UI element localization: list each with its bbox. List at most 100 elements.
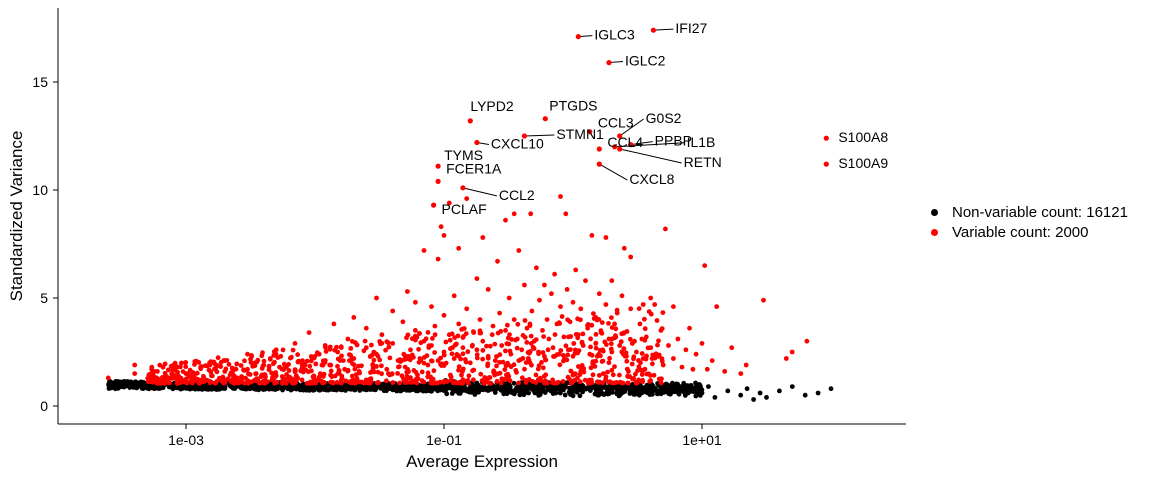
variable-point	[529, 308, 535, 314]
variable-point	[588, 380, 594, 385]
variable-point	[590, 372, 596, 378]
non-variable-point	[611, 385, 617, 390]
variable-point	[448, 374, 454, 380]
variable-point	[379, 332, 385, 338]
variable-point	[267, 356, 273, 361]
variable-point	[587, 351, 593, 357]
variable-point	[395, 358, 401, 363]
variable-point	[351, 315, 357, 320]
variable-point	[460, 335, 466, 340]
variable-point	[460, 377, 466, 383]
variable-point	[198, 377, 204, 383]
variable-point	[463, 359, 469, 365]
variable-point	[447, 337, 453, 343]
non-variable-point	[247, 386, 253, 392]
variable-point	[252, 363, 258, 369]
non-variable-point	[386, 381, 392, 387]
variable-point	[175, 380, 181, 386]
variable-point	[222, 369, 228, 374]
non-variable-point	[606, 387, 612, 392]
variable-point	[655, 342, 660, 348]
variable-point	[347, 352, 352, 357]
variable-point	[551, 380, 557, 386]
variable-point	[451, 356, 457, 361]
variable-point	[399, 373, 405, 379]
variable-point	[369, 352, 375, 358]
variable-point	[455, 333, 461, 339]
variable-point	[432, 323, 438, 329]
labeled-gene-point	[575, 34, 581, 40]
non-variable-point	[294, 386, 299, 392]
variable-point	[450, 345, 455, 350]
variable-point	[556, 351, 562, 357]
variable-point	[222, 379, 228, 384]
variable-point	[171, 375, 176, 381]
variable-point	[405, 289, 410, 294]
variable-point	[385, 340, 391, 346]
variable-point	[603, 302, 609, 307]
variable-point	[226, 362, 232, 367]
variable-point	[155, 379, 160, 385]
variable-point	[507, 378, 513, 384]
variable-point	[328, 368, 334, 374]
non-variable-point	[505, 381, 510, 387]
variable-point	[609, 325, 615, 330]
variable-point	[238, 363, 244, 368]
variable-point	[514, 345, 520, 351]
variable-point	[511, 211, 517, 217]
variable-point	[194, 370, 200, 376]
non-variable-point	[453, 386, 458, 392]
labeled-gene-point	[650, 27, 657, 33]
variable-point	[456, 245, 462, 251]
non-variable-point	[428, 388, 434, 394]
variable-point	[627, 336, 633, 342]
variable-point	[296, 358, 301, 364]
non-variable-point	[706, 384, 711, 389]
y-axis-ticks: 0 5 10 15	[32, 74, 58, 414]
variable-point	[337, 358, 343, 363]
variable-point	[160, 380, 165, 386]
variable-point	[329, 374, 335, 380]
non-variable-point	[317, 387, 323, 393]
variable-point	[528, 211, 534, 217]
variable-point	[327, 344, 333, 350]
legend-label-variable: Variable count: 2000	[952, 223, 1089, 241]
non-variable-point	[828, 386, 834, 392]
variable-point	[629, 361, 635, 367]
non-variable-point	[488, 387, 493, 392]
variable-point	[564, 287, 570, 292]
variable-point	[515, 321, 521, 327]
variable-point	[637, 321, 643, 327]
variable-point	[557, 362, 563, 368]
variable-point	[405, 354, 411, 359]
variable-point	[293, 378, 299, 383]
non-variable-point	[478, 387, 484, 392]
non-variable-point	[185, 385, 191, 391]
gene-label: FCER1A	[446, 160, 502, 176]
variable-point	[177, 364, 183, 370]
variable-point	[540, 350, 546, 355]
variable-point	[421, 338, 427, 344]
non-variable-point	[570, 386, 575, 391]
variable-point	[633, 380, 639, 386]
variable-point	[314, 350, 320, 356]
non-variable-point	[210, 385, 216, 391]
variable-point	[603, 377, 608, 382]
non-variable-point	[685, 390, 691, 396]
non-variable-point	[116, 380, 121, 386]
variable-point	[544, 317, 550, 322]
labeled-gene-point	[617, 146, 623, 152]
non-variable-point	[557, 390, 563, 396]
variable-point	[504, 372, 509, 378]
variable-point	[421, 379, 427, 385]
variable-point	[693, 351, 699, 357]
variable-point	[583, 278, 588, 284]
variable-point	[474, 276, 480, 281]
variable-point	[273, 347, 279, 353]
variable-point	[702, 263, 708, 268]
variable-point	[559, 314, 565, 319]
variable-point	[247, 372, 253, 377]
variable-point	[636, 306, 642, 311]
variable-point	[699, 341, 705, 346]
